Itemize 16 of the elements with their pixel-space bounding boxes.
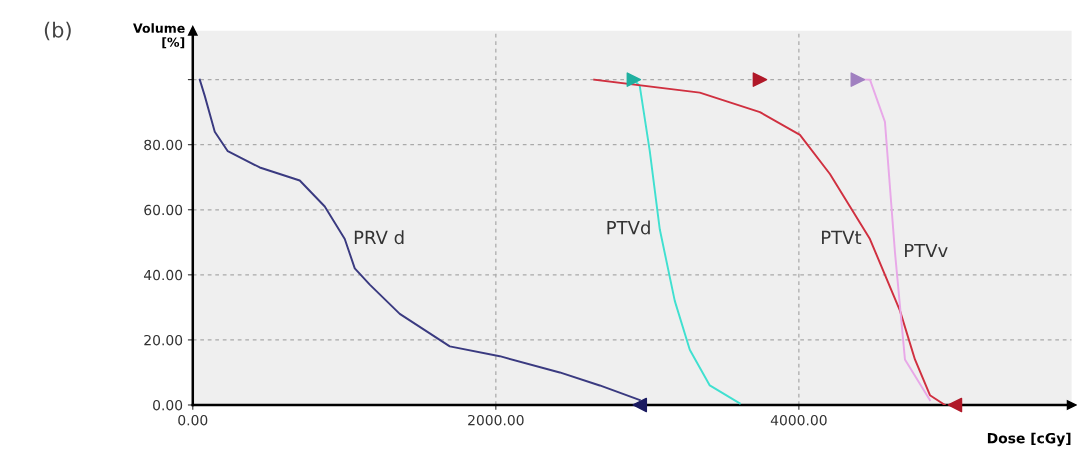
y-tick-label: 0.00 [153, 399, 183, 411]
line-series [593, 78, 946, 405]
y-axis-title: Volume [%] [133, 23, 185, 49]
y-tick-label: 80.00 [144, 139, 183, 151]
x-axis-title: Dose [cGy] [987, 432, 1071, 447]
y-tick-label: 60.00 [144, 204, 183, 216]
x-tick-label: 2000.00 [468, 414, 524, 426]
y-tick-label: 40.00 [143, 269, 183, 281]
x-tick-label: 0.00 [178, 414, 208, 426]
chart-title: (b) [44, 21, 71, 41]
y-tick-label: 20.00 [144, 334, 183, 346]
series-label: PTVv [905, 243, 948, 258]
series-label: PRV d [354, 230, 404, 245]
series-label: PTVt [822, 230, 862, 245]
x-tick-label: 4000.00 [770, 414, 827, 426]
series-label: PTVd [607, 220, 650, 235]
